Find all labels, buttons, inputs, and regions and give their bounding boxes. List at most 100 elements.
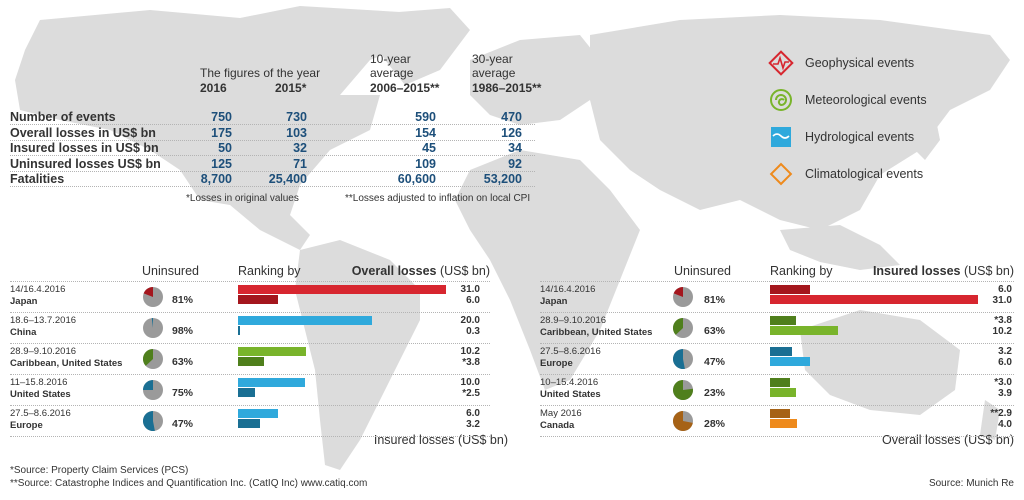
uninsured-header: Uninsured xyxy=(142,264,199,278)
primary-bar xyxy=(238,409,279,418)
secondary-value: 10.2 xyxy=(992,326,1012,337)
table-cell: 730 xyxy=(286,110,307,124)
event-divider xyxy=(540,343,1014,344)
primary-value: 31.0 xyxy=(460,284,480,295)
secondary-value: 3.2 xyxy=(466,419,480,430)
uninsured-pie xyxy=(672,348,693,369)
table-note-2: **Losses adjusted to inflation on local … xyxy=(345,193,531,204)
table-row-label: Fatalities xyxy=(10,172,65,186)
table-cell: 154 xyxy=(415,125,436,140)
table-cell: 45 xyxy=(422,141,436,155)
climatological-icon xyxy=(769,162,793,186)
secondary-value: 31.0 xyxy=(992,295,1012,306)
table-cell: 125 xyxy=(211,156,232,171)
map-asia xyxy=(590,15,1010,230)
pie-insured-slice xyxy=(672,380,693,400)
table-cell: 50 xyxy=(218,141,232,155)
column-2015: 2015* xyxy=(275,81,307,95)
uninsured-percent: 47% xyxy=(172,418,194,430)
pie-insured-slice xyxy=(142,349,153,366)
source-catiq: **Source: Catastrophe Indices and Quanti… xyxy=(10,478,368,489)
event-divider xyxy=(10,312,490,313)
primary-bar xyxy=(770,409,790,418)
primary-bar xyxy=(238,347,307,356)
primary-value: 10.0 xyxy=(460,377,480,388)
metric-header-unit: (US$ bn) xyxy=(963,264,1014,278)
event-date: 28.9–9.10.2016 xyxy=(10,346,77,357)
legend-label: Hydrological events xyxy=(805,130,915,144)
table-cell: 126 xyxy=(501,125,522,140)
uninsured-percent: 23% xyxy=(704,387,726,399)
event-date: 27.5–8.6.2016 xyxy=(540,346,601,357)
uninsured-pie xyxy=(143,318,163,338)
event-country: United States xyxy=(10,389,71,400)
map-africa xyxy=(455,150,640,390)
table-row-label: Insured losses in US$ bn xyxy=(10,141,159,155)
uninsured-pie xyxy=(672,411,693,431)
pie-insured-slice xyxy=(143,287,153,297)
table-cell: 92 xyxy=(508,156,522,171)
map-new-zealand xyxy=(980,400,1000,440)
uninsured-percent: 81% xyxy=(704,294,726,306)
primary-bar xyxy=(238,285,446,294)
metric-header-unit: (US$ bn) xyxy=(439,264,490,278)
panel-top-divider xyxy=(540,281,1014,282)
legend-label: Meteorological events xyxy=(805,93,927,107)
event-divider xyxy=(10,436,490,437)
table-cell: 53,200 xyxy=(483,172,522,186)
table-row-divider xyxy=(10,186,535,187)
uninsured-pie xyxy=(673,287,693,307)
table-cell: 175 xyxy=(211,125,232,140)
table-cell: 103 xyxy=(286,125,307,140)
event-date: 18.6–13.7.2016 xyxy=(10,315,77,326)
map-australia xyxy=(800,310,960,415)
primary-bar xyxy=(770,347,792,356)
table-cell: 60,600 xyxy=(397,172,436,186)
primary-bar xyxy=(238,378,306,387)
metric-header-name: Overall losses xyxy=(351,264,437,278)
column-10yr-line2: average xyxy=(370,66,414,80)
secondary-value: *2.5 xyxy=(462,388,480,399)
primary-value: 3.2 xyxy=(998,346,1012,357)
secondary-bar xyxy=(238,357,264,366)
metric-header-name: Insured losses xyxy=(872,264,961,278)
metric-header: Insured losses (US$ bn) xyxy=(873,264,1014,278)
table-cell: 8,700 xyxy=(200,172,232,186)
table-row-label: Overall losses in US$ bn xyxy=(10,125,156,140)
event-divider xyxy=(540,405,1014,406)
uninsured-percent: 98% xyxy=(172,325,194,337)
event-divider xyxy=(10,374,490,375)
secondary-bar xyxy=(238,419,260,428)
primary-bar xyxy=(238,316,373,325)
pie-insured-slice xyxy=(672,348,685,369)
table-note-1: *Losses in original values xyxy=(186,193,299,204)
column-10yr-years: 2006–2015** xyxy=(370,81,440,95)
secondary-bar xyxy=(770,326,839,335)
secondary-bar xyxy=(238,326,240,335)
event-country: Europe xyxy=(540,358,573,369)
event-divider xyxy=(10,405,490,406)
panel-top-divider xyxy=(10,281,490,282)
primary-value: *3.0 xyxy=(994,377,1012,388)
event-divider xyxy=(540,374,1014,375)
primary-value: 10.2 xyxy=(460,346,480,357)
uninsured-percent: 81% xyxy=(172,294,194,306)
map-europe xyxy=(470,35,600,125)
table-cell: 25,400 xyxy=(268,172,307,186)
uninsured-pie xyxy=(142,349,163,369)
event-country: Europe xyxy=(10,420,43,431)
primary-value: 20.0 xyxy=(460,315,480,326)
column-30yr-years: 1986–2015** xyxy=(472,81,542,95)
table-cell: 32 xyxy=(293,141,307,155)
primary-value: **2.9 xyxy=(990,408,1012,419)
secondary-value: 4.0 xyxy=(998,419,1012,430)
table-cell: 109 xyxy=(415,156,436,171)
event-divider xyxy=(10,343,490,344)
table-cell: 470 xyxy=(501,110,522,124)
map-greenland xyxy=(360,8,470,85)
source-munich-re: Source: Munich Re xyxy=(928,478,1014,489)
map-north-america xyxy=(15,6,420,250)
primary-value: *3.8 xyxy=(994,315,1012,326)
secondary-bar xyxy=(770,388,797,397)
event-divider xyxy=(540,312,1014,313)
